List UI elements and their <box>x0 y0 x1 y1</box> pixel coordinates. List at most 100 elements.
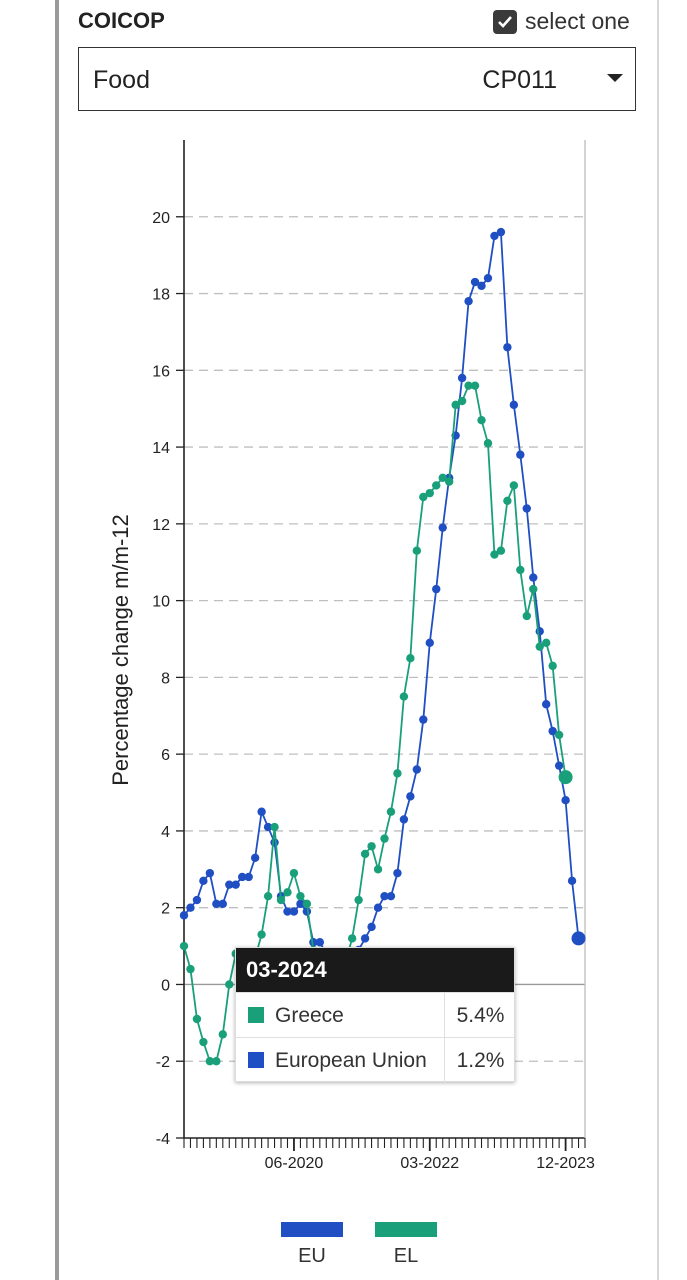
y-tick-label: -2 <box>156 1054 170 1071</box>
data-point <box>483 273 493 283</box>
data-point <box>179 941 189 951</box>
series-layer <box>179 227 586 1066</box>
data-point <box>554 730 564 740</box>
panel-left-border <box>55 0 59 1280</box>
data-point <box>186 903 195 912</box>
data-point <box>289 907 299 916</box>
y-tick-label: 2 <box>161 901 170 918</box>
data-point <box>399 815 409 824</box>
data-point <box>212 899 221 909</box>
y-tick-label: 10 <box>152 594 170 611</box>
data-point <box>218 899 228 909</box>
data-point <box>561 796 570 805</box>
data-point <box>432 584 441 594</box>
data-point <box>283 888 292 897</box>
data-point <box>263 891 273 901</box>
data-point <box>347 934 357 943</box>
data-point <box>386 807 396 816</box>
y-tick-label: 8 <box>161 670 170 687</box>
data-point <box>558 770 573 785</box>
select-one-label: select one <box>525 8 630 34</box>
data-point <box>464 297 473 306</box>
data-point <box>444 477 454 486</box>
tooltip-series-name: European Union <box>275 1049 427 1072</box>
tooltip-series-name: Greece <box>275 1004 344 1027</box>
x-tick-label: 12-2023 <box>536 1155 595 1172</box>
data-point <box>571 931 586 946</box>
data-point <box>503 343 512 352</box>
legend-swatch-eu <box>281 1222 343 1237</box>
data-point <box>419 715 428 724</box>
data-point <box>496 227 506 237</box>
data-point <box>567 876 577 886</box>
data-point <box>212 1057 221 1066</box>
select-one-toggle[interactable]: select one <box>493 8 630 35</box>
legend-swatch-el <box>375 1222 437 1237</box>
y-axis-label: Percentage change m/m-12 <box>108 514 133 786</box>
data-point <box>483 439 493 448</box>
data-point <box>516 565 525 575</box>
legend-item-eu[interactable]: EU <box>280 1222 344 1268</box>
data-point <box>276 895 286 905</box>
data-point <box>503 496 512 506</box>
data-point <box>496 546 506 555</box>
data-point <box>283 907 292 916</box>
section-title: COICOP <box>78 8 165 33</box>
data-point <box>438 473 447 482</box>
caret-down-icon <box>607 74 623 82</box>
y-tick-label: 16 <box>152 363 170 380</box>
data-point <box>412 546 422 555</box>
data-point <box>296 899 305 909</box>
data-point <box>373 903 383 912</box>
legend-label-el: EL <box>393 1245 419 1267</box>
data-point <box>541 638 551 648</box>
data-point <box>419 492 428 502</box>
data-point <box>367 922 376 932</box>
x-tick-label: 03-2022 <box>400 1155 459 1172</box>
data-point <box>244 872 253 882</box>
data-point <box>380 891 389 901</box>
data-point <box>302 899 312 909</box>
data-point <box>360 934 370 943</box>
data-point <box>490 550 499 559</box>
data-point <box>205 1057 215 1066</box>
data-point <box>296 891 305 901</box>
data-point <box>406 653 415 663</box>
data-point <box>535 642 544 651</box>
legend-label-eu: EU <box>298 1245 326 1267</box>
data-point <box>270 822 279 832</box>
data-point <box>186 964 195 974</box>
data-point <box>231 880 240 889</box>
data-point <box>522 611 531 621</box>
grid-layer <box>184 216 585 1062</box>
data-point <box>257 807 266 816</box>
tooltip-series-value: 1.2% <box>444 1038 516 1083</box>
axis-layer: -4 -2 0 2 4 6 8 10 12 14 16 18 20 06-2020 03-2022 12-20… <box>152 140 595 1172</box>
y-tick-label: 14 <box>152 440 170 457</box>
data-point <box>199 876 208 886</box>
data-point <box>380 834 389 843</box>
data-point <box>360 849 370 859</box>
data-point <box>477 281 486 291</box>
x-tick-label: 06-2020 <box>265 1155 324 1172</box>
dropdown-selected-label: Food <box>93 66 150 94</box>
data-point <box>425 638 434 648</box>
tooltip-swatch-greece <box>248 1007 264 1023</box>
data-point <box>238 872 247 882</box>
data-point <box>263 822 273 832</box>
coicop-dropdown[interactable]: Food CP011 <box>78 47 636 111</box>
dropdown-selected-code: CP011 <box>482 66 557 94</box>
data-point <box>354 895 363 905</box>
data-point <box>522 504 531 513</box>
data-point <box>225 880 234 889</box>
tooltip-title: 03-2024 <box>236 948 514 992</box>
data-point <box>257 930 266 939</box>
data-point <box>367 842 376 851</box>
legend-item-el[interactable]: EL <box>374 1222 438 1268</box>
tooltip-swatch-eu <box>248 1052 264 1068</box>
checkbox-icon[interactable] <box>493 9 517 34</box>
data-point <box>490 231 499 241</box>
data-point <box>393 868 402 878</box>
data-point <box>315 938 325 947</box>
